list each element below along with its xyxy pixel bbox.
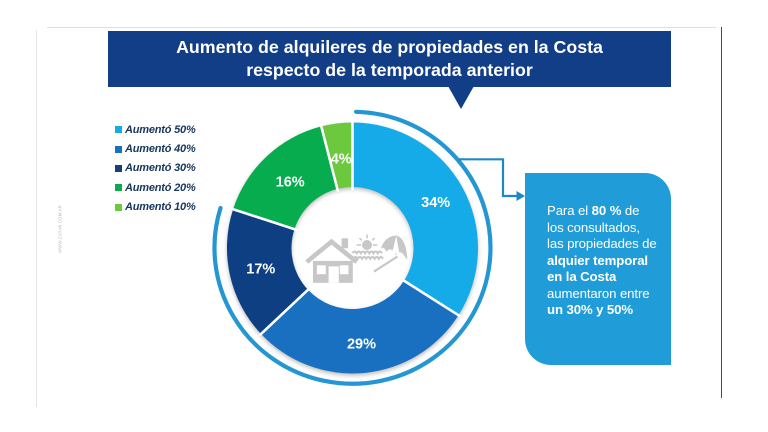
svg-text:4%: 4% (331, 152, 352, 168)
svg-text:17%: 17% (246, 262, 275, 278)
svg-text:16%: 16% (276, 175, 305, 191)
svg-text:29%: 29% (347, 337, 376, 353)
svg-text:34%: 34% (421, 195, 450, 211)
